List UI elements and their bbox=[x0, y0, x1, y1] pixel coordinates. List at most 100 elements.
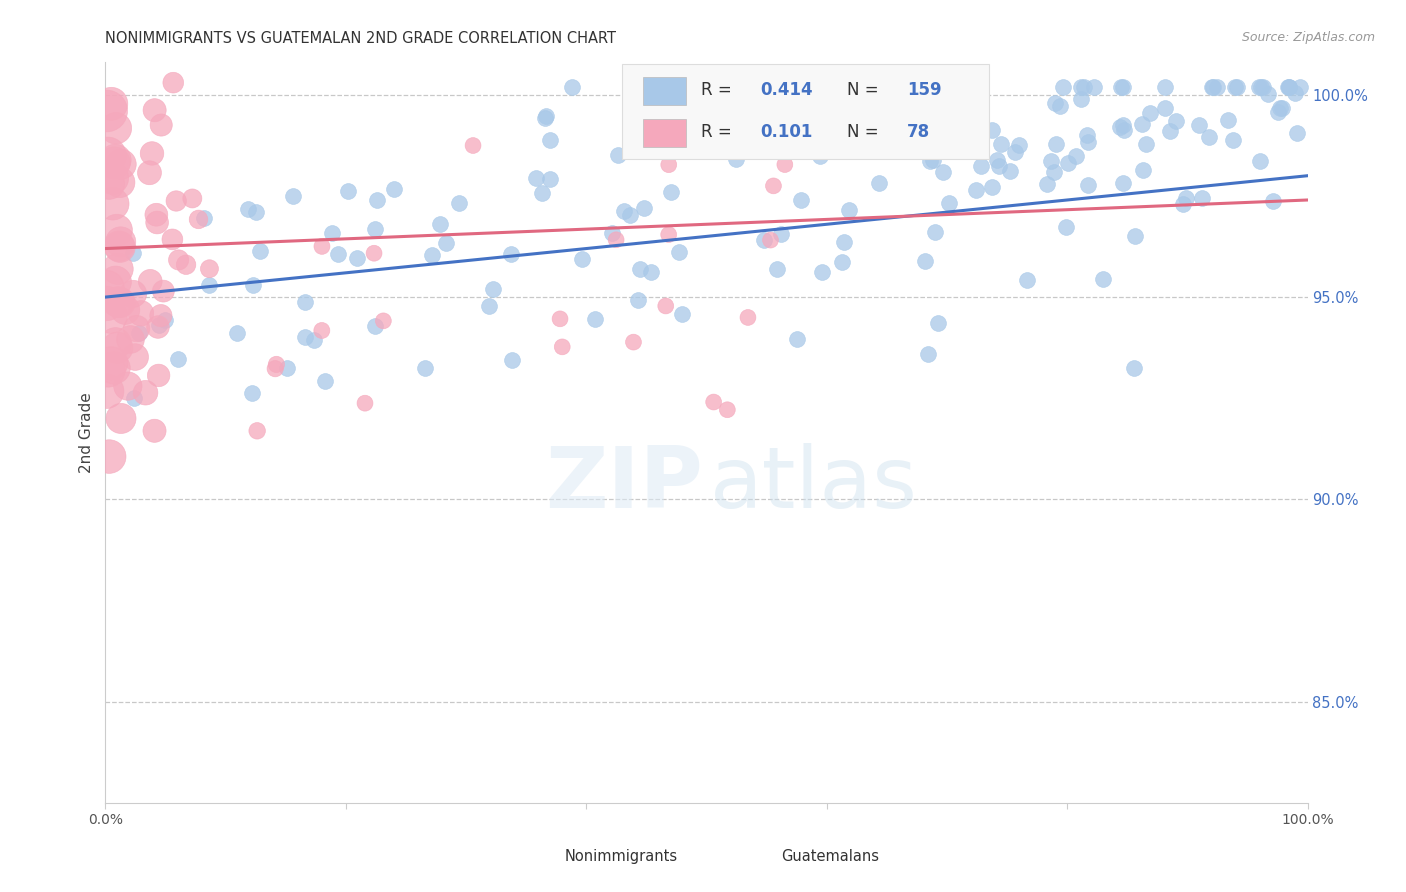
Point bbox=[858, 79, 880, 94]
Point bbox=[1171, 196, 1194, 211]
Point bbox=[1285, 126, 1308, 140]
Point bbox=[1267, 105, 1289, 120]
Point bbox=[478, 299, 501, 313]
Point bbox=[461, 138, 484, 153]
Point bbox=[1049, 99, 1071, 113]
Point bbox=[100, 96, 122, 111]
Point bbox=[1250, 79, 1272, 94]
Point bbox=[167, 352, 190, 367]
Point bbox=[1017, 273, 1039, 287]
Point bbox=[198, 261, 221, 276]
Point bbox=[1054, 220, 1077, 235]
Point bbox=[1251, 79, 1274, 94]
Point bbox=[420, 247, 443, 261]
Point bbox=[533, 111, 555, 125]
Point bbox=[671, 307, 693, 321]
Point bbox=[607, 147, 630, 161]
Point bbox=[548, 311, 571, 326]
Point bbox=[561, 79, 583, 94]
Point bbox=[110, 411, 132, 425]
Point bbox=[1188, 119, 1211, 133]
Point bbox=[1004, 145, 1026, 159]
Point bbox=[114, 302, 136, 317]
Point bbox=[1064, 149, 1087, 163]
Point bbox=[100, 310, 122, 324]
Point bbox=[122, 286, 145, 301]
Point bbox=[1284, 87, 1306, 101]
Point bbox=[583, 312, 606, 326]
Point bbox=[447, 196, 470, 211]
Point bbox=[434, 235, 457, 250]
Point bbox=[1042, 165, 1064, 179]
Point bbox=[619, 208, 641, 222]
Point bbox=[1077, 136, 1099, 150]
Point bbox=[1201, 79, 1223, 94]
Point bbox=[100, 356, 122, 370]
Point bbox=[321, 226, 343, 240]
Point bbox=[623, 335, 645, 350]
Point bbox=[135, 385, 157, 400]
Text: Nonimmigrants: Nonimmigrants bbox=[565, 848, 678, 863]
Point bbox=[97, 148, 120, 162]
Point bbox=[382, 182, 405, 196]
Text: Source: ZipAtlas.com: Source: ZipAtlas.com bbox=[1241, 31, 1375, 45]
Point bbox=[762, 178, 785, 193]
Point bbox=[534, 109, 557, 123]
Point bbox=[600, 226, 623, 240]
Point bbox=[145, 208, 167, 222]
Point bbox=[630, 262, 652, 277]
Point bbox=[1135, 136, 1157, 151]
Point bbox=[770, 227, 793, 241]
Point bbox=[150, 118, 173, 132]
Point bbox=[122, 392, 145, 406]
Point bbox=[187, 212, 209, 227]
Point bbox=[482, 282, 505, 296]
Point bbox=[373, 314, 395, 328]
Point bbox=[354, 396, 377, 410]
Point bbox=[524, 171, 547, 186]
Text: 0.101: 0.101 bbox=[761, 123, 813, 141]
Point bbox=[980, 122, 1002, 136]
Point bbox=[1261, 194, 1284, 208]
Point bbox=[240, 386, 263, 401]
Point bbox=[659, 185, 682, 199]
Point bbox=[429, 217, 451, 231]
Point bbox=[938, 196, 960, 211]
Point bbox=[311, 324, 333, 338]
Point bbox=[986, 153, 1008, 167]
Point bbox=[1112, 79, 1135, 94]
Point bbox=[294, 330, 316, 344]
Point bbox=[1278, 79, 1301, 94]
Point bbox=[998, 163, 1021, 178]
Point bbox=[96, 280, 118, 294]
Point bbox=[146, 320, 169, 334]
Point bbox=[1125, 229, 1147, 244]
Point bbox=[174, 258, 197, 272]
Point bbox=[1045, 136, 1067, 151]
Point bbox=[1056, 156, 1078, 170]
Point bbox=[1216, 113, 1239, 128]
Point bbox=[1201, 79, 1223, 94]
Text: N =: N = bbox=[848, 123, 884, 141]
Point bbox=[633, 202, 655, 216]
Point bbox=[890, 136, 912, 151]
Point bbox=[276, 361, 298, 376]
Point bbox=[148, 318, 170, 333]
Point bbox=[737, 310, 759, 325]
Point bbox=[101, 171, 124, 186]
Point bbox=[97, 363, 120, 377]
Point bbox=[162, 232, 184, 246]
Point bbox=[641, 139, 664, 153]
Point bbox=[808, 149, 831, 163]
Point bbox=[1153, 101, 1175, 115]
Point bbox=[266, 358, 288, 372]
Point bbox=[766, 262, 789, 277]
Point bbox=[1111, 176, 1133, 190]
Point bbox=[121, 246, 143, 260]
Point bbox=[128, 326, 150, 340]
FancyBboxPatch shape bbox=[737, 846, 770, 866]
Point bbox=[641, 112, 664, 127]
Point bbox=[832, 79, 855, 94]
Point bbox=[797, 120, 820, 134]
Point bbox=[413, 361, 436, 376]
